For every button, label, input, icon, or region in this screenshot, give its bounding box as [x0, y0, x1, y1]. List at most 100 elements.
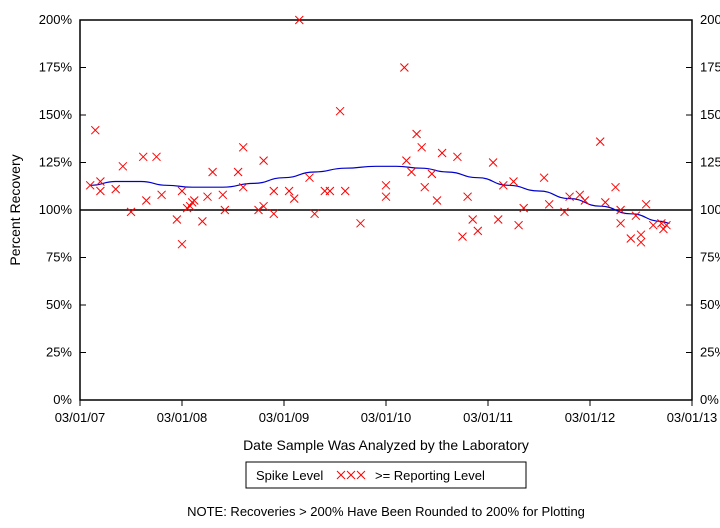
- data-point: [270, 187, 278, 195]
- data-point: [642, 200, 650, 208]
- y-tick-label-right: 150%: [700, 107, 720, 122]
- data-point: [659, 225, 667, 233]
- y-tick-label: 0%: [53, 392, 72, 407]
- data-point: [178, 240, 186, 248]
- y-tick-label: 200%: [39, 12, 73, 27]
- y-tick-label-right: 125%: [700, 155, 720, 170]
- data-point: [270, 210, 278, 218]
- y-tick-label: 75%: [46, 250, 72, 265]
- data-point: [112, 185, 120, 193]
- x-tick-label: 03/01/08: [157, 410, 208, 425]
- x-axis-label: Date Sample Was Analyzed by the Laborato…: [243, 437, 529, 453]
- data-point: [474, 227, 482, 235]
- data-point: [204, 193, 212, 201]
- y-tick-label-right: 75%: [700, 250, 720, 265]
- data-point: [408, 168, 416, 176]
- data-point: [453, 153, 461, 161]
- data-point: [418, 143, 426, 151]
- data-point: [139, 153, 147, 161]
- data-point: [219, 191, 227, 199]
- y-tick-label: 25%: [46, 345, 72, 360]
- data-point: [119, 162, 127, 170]
- data-point: [413, 130, 421, 138]
- y-tick-label-right: 50%: [700, 297, 720, 312]
- data-point: [459, 233, 467, 241]
- x-tick-label: 03/01/09: [259, 410, 310, 425]
- data-point: [357, 219, 365, 227]
- data-point: [649, 221, 657, 229]
- data-point: [421, 183, 429, 191]
- y-axis-label: Percent Recovery: [7, 154, 23, 265]
- y-tick-label: 125%: [39, 155, 73, 170]
- legend-marker-icon: [357, 471, 365, 479]
- data-point: [601, 198, 609, 206]
- data-point: [260, 202, 268, 210]
- y-tick-label: 100%: [39, 202, 73, 217]
- y-tick-label-right: 200%: [700, 12, 720, 27]
- data-point: [438, 149, 446, 157]
- data-point: [510, 178, 518, 186]
- y-tick-label: 50%: [46, 297, 72, 312]
- chart-svg: 0% 0% 25% 25% 50% 50% 75% 75% 100% 100% 125% 125% 15…: [0, 0, 720, 528]
- data-point: [306, 174, 314, 182]
- data-point: [198, 217, 206, 225]
- legend-marker-icon: [337, 471, 345, 479]
- legend-title: Spike Level: [256, 468, 323, 483]
- data-point: [382, 193, 390, 201]
- data-point: [382, 181, 390, 189]
- legend-marker-icon: [347, 471, 355, 479]
- data-point: [341, 187, 349, 195]
- data-point: [540, 174, 548, 182]
- data-point: [336, 107, 344, 115]
- data-point: [464, 193, 472, 201]
- data-point: [153, 153, 161, 161]
- data-point: [290, 195, 298, 203]
- data-point: [617, 219, 625, 227]
- x-tick-label: 03/01/12: [565, 410, 616, 425]
- data-point: [402, 157, 410, 165]
- data-point: [433, 197, 441, 205]
- data-point: [311, 210, 319, 218]
- data-point: [561, 208, 569, 216]
- x-tick-label: 03/01/10: [361, 410, 412, 425]
- x-tick-label: 03/01/07: [55, 410, 106, 425]
- data-point: [127, 208, 135, 216]
- data-point: [173, 216, 181, 224]
- data-point: [91, 126, 99, 134]
- data-point: [596, 138, 604, 146]
- data-point: [285, 187, 293, 195]
- data-point: [142, 197, 150, 205]
- data-point: [326, 187, 334, 195]
- data-point: [489, 159, 497, 167]
- data-point: [637, 231, 645, 239]
- footnote: NOTE: Recoveries > 200% Have Been Rounde…: [187, 504, 585, 519]
- data-point: [234, 168, 242, 176]
- data-point: [566, 193, 574, 201]
- data-point: [612, 183, 620, 191]
- x-tick-label: 03/01/11: [463, 410, 513, 425]
- data-point: [239, 143, 247, 151]
- data-point: [520, 204, 528, 212]
- y-tick-label: 175%: [39, 60, 73, 75]
- data-point: [632, 212, 640, 220]
- x-tick-label: 03/01/13: [667, 410, 718, 425]
- recovery-chart: 0% 0% 25% 25% 50% 50% 75% 75% 100% 100% 125% 125% 15…: [0, 0, 720, 528]
- data-point: [494, 216, 502, 224]
- y-tick-label-right: 100%: [700, 202, 720, 217]
- legend-item-label: >= Reporting Level: [375, 468, 485, 483]
- data-point: [428, 170, 436, 178]
- data-point: [158, 191, 166, 199]
- data-point: [515, 221, 523, 229]
- y-tick-label: 150%: [39, 107, 73, 122]
- data-point: [637, 238, 645, 246]
- data-point: [190, 197, 198, 205]
- data-point: [400, 64, 408, 72]
- trend-line: [90, 166, 669, 223]
- y-tick-label-right: 0%: [700, 392, 719, 407]
- y-tick-label-right: 175%: [700, 60, 720, 75]
- data-point: [260, 157, 268, 165]
- data-point: [178, 187, 186, 195]
- y-tick-label-right: 25%: [700, 345, 720, 360]
- data-point: [209, 168, 217, 176]
- data-point: [627, 235, 635, 243]
